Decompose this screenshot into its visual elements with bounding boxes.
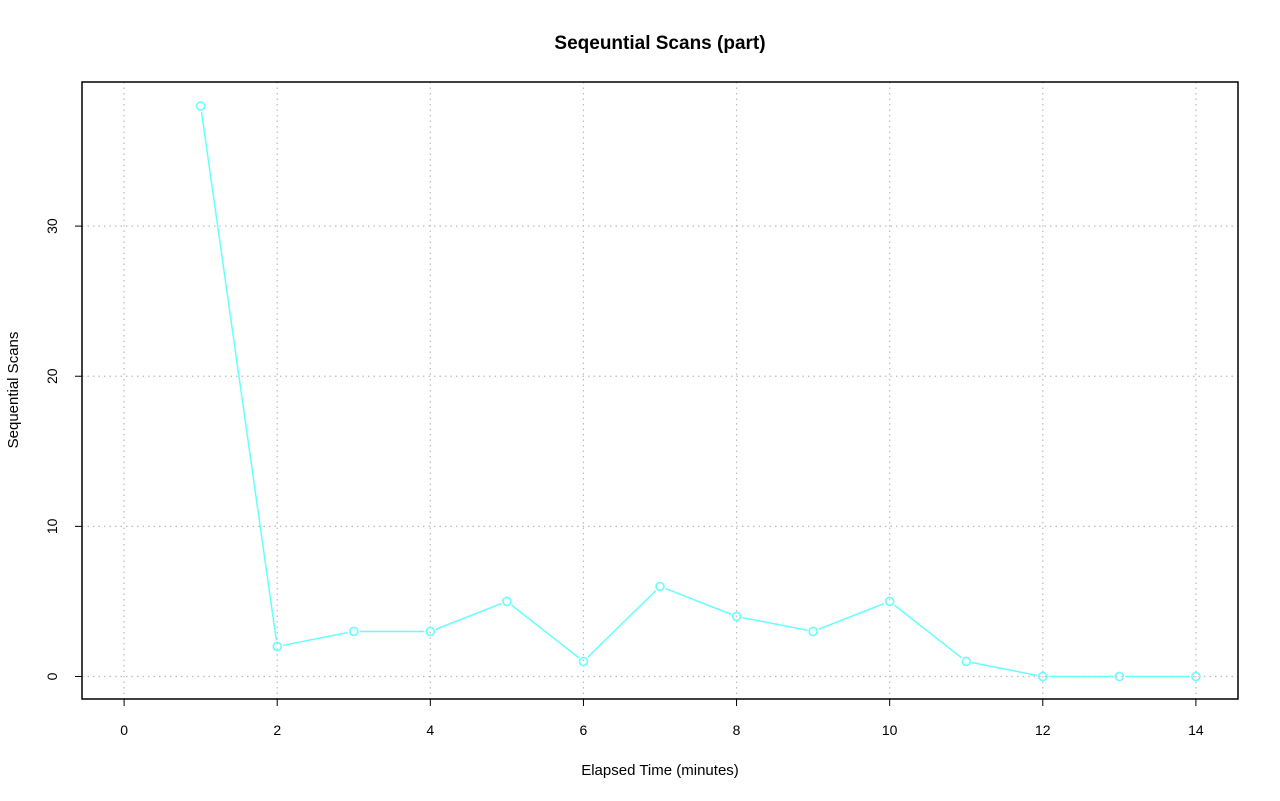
x-tick-label: 6 <box>580 722 588 738</box>
y-axis: 0 10 20 30 <box>44 218 82 680</box>
grid <box>82 82 1238 699</box>
x-tick-label: 14 <box>1188 722 1204 738</box>
data-point <box>195 101 206 111</box>
data-point <box>1191 671 1201 682</box>
x-tick-label: 0 <box>120 722 128 738</box>
x-tick-label: 10 <box>882 722 898 738</box>
series-line-segment <box>742 616 808 632</box>
y-tick-label: 10 <box>44 518 60 534</box>
series-line-segment <box>511 604 580 659</box>
x-tick-label: 2 <box>273 722 281 738</box>
data-point <box>655 581 665 592</box>
data-point <box>502 596 512 607</box>
data-point <box>808 626 818 637</box>
x-tick-label: 12 <box>1035 722 1051 738</box>
series-line-segment <box>282 631 349 647</box>
series-line-segment <box>971 661 1038 677</box>
data-point <box>1114 671 1125 682</box>
y-tick-label: 0 <box>44 672 60 680</box>
data-point <box>731 611 742 622</box>
x-tick-label: 4 <box>426 722 434 738</box>
series-line-segment <box>818 602 885 630</box>
x-axis-label: Elapsed Time (minutes) <box>581 762 739 779</box>
data-point <box>272 641 283 652</box>
chart-title: Seqeuntial Scans (part) <box>554 33 765 54</box>
x-axis: 0 2 4 6 8 10 12 14 <box>120 699 1204 738</box>
series-line-segment <box>893 604 962 659</box>
data-point <box>1037 671 1048 682</box>
data-point <box>578 656 589 667</box>
y-axis-label: Sequential Scans <box>5 332 22 449</box>
data-point <box>961 656 972 667</box>
data-point <box>425 626 436 637</box>
y-tick-label: 30 <box>44 218 60 234</box>
series-group <box>195 101 1201 682</box>
series-line-segment <box>435 602 502 630</box>
series-line-segment <box>200 111 278 641</box>
data-point <box>884 596 895 607</box>
x-tick-label: 8 <box>733 722 741 738</box>
plot-frame <box>81 81 1239 700</box>
series-line-segment <box>587 590 657 658</box>
series-line-segment <box>665 587 732 615</box>
y-tick-label: 20 <box>44 368 60 384</box>
data-point <box>348 626 359 637</box>
